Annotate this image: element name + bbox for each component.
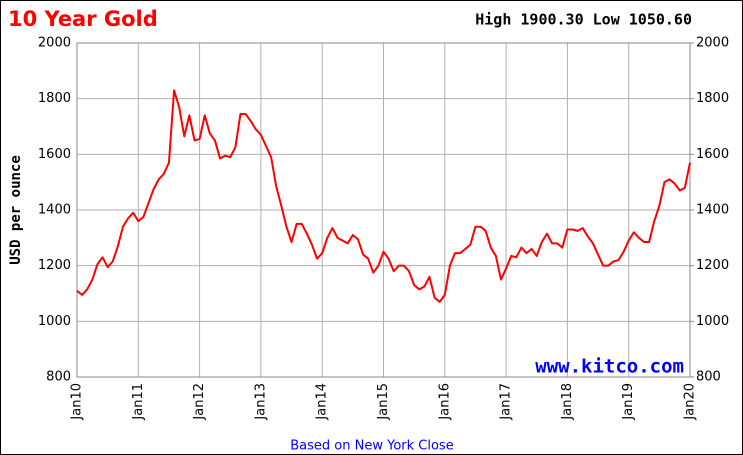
x-tick-label: Jan16 <box>437 383 452 421</box>
x-tick-label: Jan13 <box>253 383 268 421</box>
y-tick-label: 1800 <box>38 91 71 106</box>
x-tick-label: Jan14 <box>315 383 330 421</box>
y2-tick-label: 1000 <box>696 314 729 329</box>
y2-tick-label: 1400 <box>696 203 729 218</box>
price-line <box>76 89 691 303</box>
x-tick-label: Jan10 <box>70 383 85 421</box>
y2-tick-label: 1600 <box>696 147 729 162</box>
x-tick-label: Jan20 <box>683 383 698 421</box>
plot-border <box>76 42 691 378</box>
x-tick-label: Jan19 <box>621 383 636 421</box>
y-tick-label: 1200 <box>38 258 71 273</box>
y2-tick-label: 2000 <box>696 36 729 51</box>
y-tick-label: 1600 <box>38 147 71 162</box>
watermark: www.kitco.com <box>535 356 684 378</box>
chart-title: 10 Year Gold <box>8 7 158 31</box>
y-axis-label: USD per ounce <box>8 155 24 265</box>
y-tick-label: 800 <box>46 370 71 385</box>
y2-tick-label: 1800 <box>696 91 729 106</box>
y2-tick-label: 1200 <box>696 258 729 273</box>
y-tick-label: 2000 <box>38 36 71 51</box>
footer: Based on New York Close <box>290 439 453 454</box>
x-tick-label: Jan15 <box>376 383 391 421</box>
y-tick-label: 1000 <box>38 314 71 329</box>
x-tick-label: Jan18 <box>560 383 575 421</box>
x-tick-label: Jan12 <box>192 383 207 421</box>
y-tick-label: 1400 <box>38 203 71 218</box>
annotation: High 1900.30 Low 1050.60 <box>475 11 692 29</box>
x-tick-label: Jan11 <box>131 383 146 421</box>
x-tick-label: Jan17 <box>499 383 514 421</box>
y2-tick-label: 800 <box>696 370 721 385</box>
